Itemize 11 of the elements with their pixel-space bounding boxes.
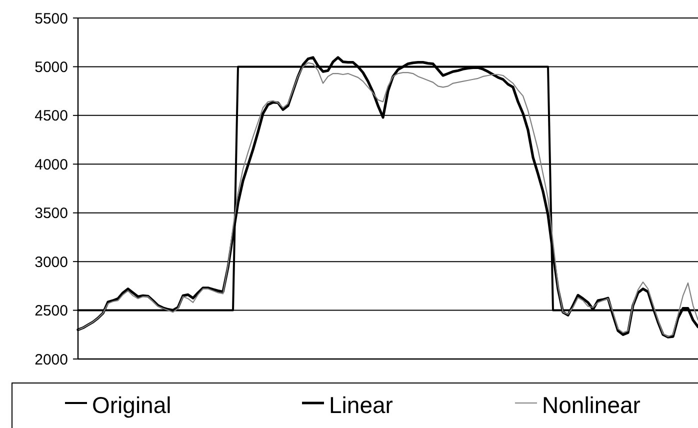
y-tick-label: 5500 — [34, 10, 68, 28]
y-tick-label: 4000 — [34, 156, 68, 174]
legend-label: Nonlinear — [542, 392, 641, 418]
legend-label: Original — [92, 392, 172, 418]
legend-label: Linear — [329, 392, 394, 418]
y-tick-label: 2500 — [34, 302, 68, 320]
y-tick-label: 2000 — [34, 351, 68, 368]
y-tick-label: 3500 — [34, 205, 68, 222]
y-tick-label: 5000 — [34, 58, 68, 76]
y-tick-label: 3000 — [34, 254, 68, 271]
y-tick-label: 4500 — [34, 108, 68, 125]
